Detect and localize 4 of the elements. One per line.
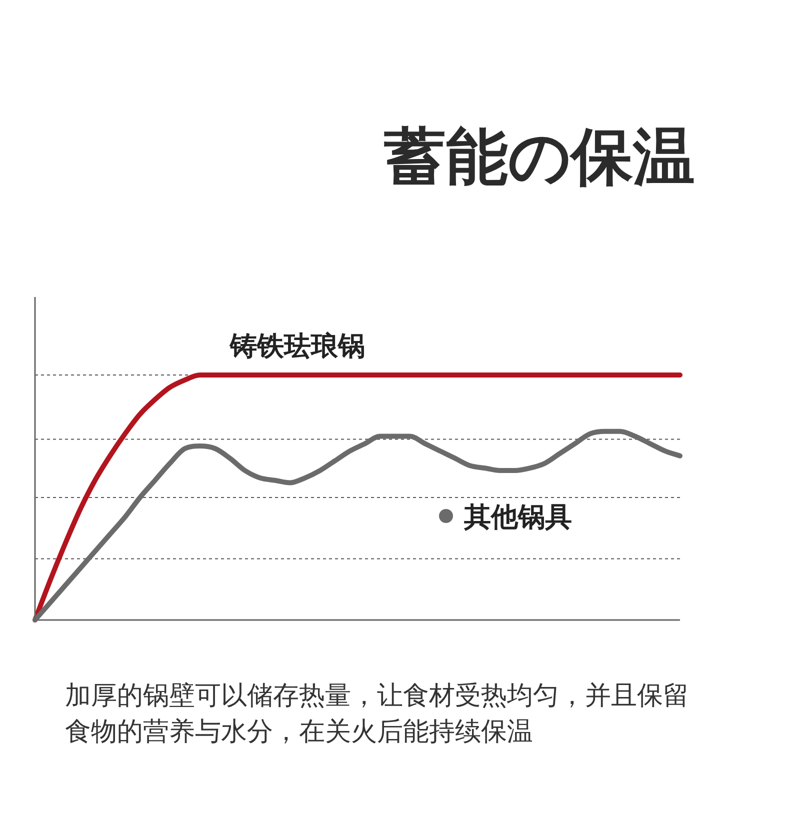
chart-title: 蓄能の保温 bbox=[384, 119, 695, 195]
text: 加厚的锅壁可以储存热量，让食材受热均匀，并且保留食物的营养与水分，在关火后能持续保温 bbox=[65, 680, 690, 749]
series-label: 铸铁珐琅锅 bbox=[229, 331, 365, 362]
legend-label: 其他锅具 bbox=[463, 502, 572, 533]
